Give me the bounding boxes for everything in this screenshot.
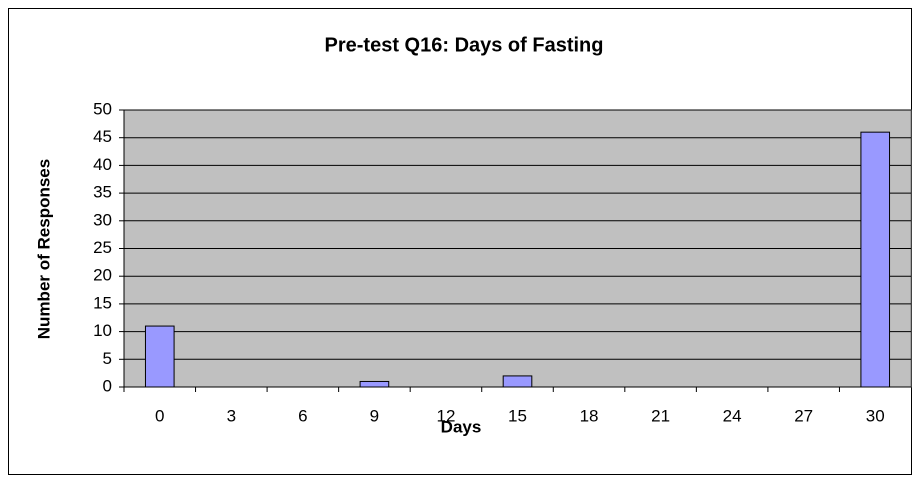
x-axis-label: Days [441, 417, 482, 436]
x-tick-label: 12 [436, 406, 455, 425]
x-tick-label: 21 [651, 406, 670, 425]
y-tick-label: 25 [93, 238, 112, 257]
y-tick-label: 45 [93, 127, 112, 146]
bar [359, 380, 390, 388]
y-tick-label: 15 [93, 293, 112, 312]
x-tick-label: 3 [227, 406, 236, 425]
x-tick-label: 6 [298, 406, 307, 425]
y-tick-label: 20 [93, 266, 112, 285]
x-tick-label: 30 [866, 406, 885, 425]
y-axis-label: Number of Responses [34, 159, 53, 339]
x-tick-label: 24 [723, 406, 742, 425]
chart-title: Pre-test Q16: Days of Fasting [325, 34, 604, 56]
x-tick-label: 9 [370, 406, 379, 425]
x-tick-label: 27 [794, 406, 813, 425]
y-tick-label: 35 [93, 183, 112, 202]
y-tick-label: 30 [93, 210, 112, 229]
bar [502, 375, 533, 388]
y-tick-label: 40 [93, 155, 112, 174]
y-tick-label: 0 [103, 376, 112, 395]
bar [144, 325, 175, 388]
x-tick-label: 0 [155, 406, 164, 425]
y-tick-label: 50 [93, 99, 112, 118]
bar [860, 131, 891, 388]
x-tick-label: 18 [580, 406, 599, 425]
y-tick-label: 10 [93, 321, 112, 340]
y-tick-label: 5 [103, 349, 112, 368]
x-tick-label: 15 [508, 406, 527, 425]
